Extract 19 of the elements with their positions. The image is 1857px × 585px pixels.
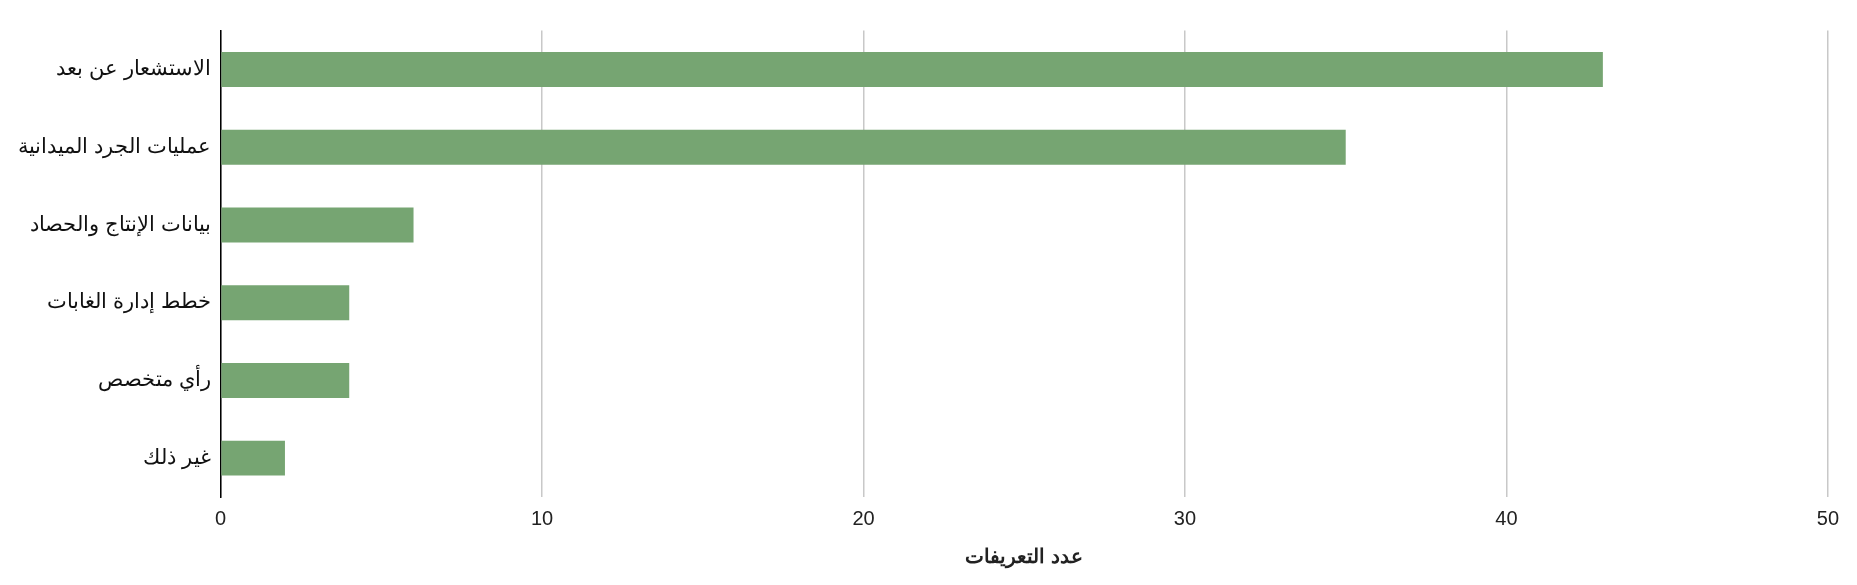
x-tick-label: 20: [852, 506, 875, 529]
x-tick-label: 50: [1816, 506, 1839, 529]
bar: [221, 440, 285, 476]
y-tick-label: عمليات الجرد الميدانية: [18, 134, 211, 159]
bar: [221, 285, 350, 321]
x-tick-label: 40: [1495, 506, 1518, 529]
y-tick-label: رأي متخصص: [97, 364, 211, 393]
y-tick-label: خطط إدارة الغابات: [47, 289, 211, 315]
y-tick-label: الاستشعار عن بعد: [56, 56, 211, 82]
x-tick-label: 10: [530, 506, 554, 529]
y-tick-label: غير ذلك: [142, 444, 211, 470]
x-tick-label: 30: [1173, 506, 1197, 529]
bar: [221, 362, 350, 398]
x-axis-title: عدد التعريفات: [965, 544, 1084, 569]
y-tick-label: بيانات الإنتاج والحصاد: [30, 211, 211, 237]
bar: [221, 129, 1346, 165]
bar: [221, 207, 414, 243]
x-tick-label: 0: [215, 506, 227, 529]
bar: [221, 51, 1603, 87]
